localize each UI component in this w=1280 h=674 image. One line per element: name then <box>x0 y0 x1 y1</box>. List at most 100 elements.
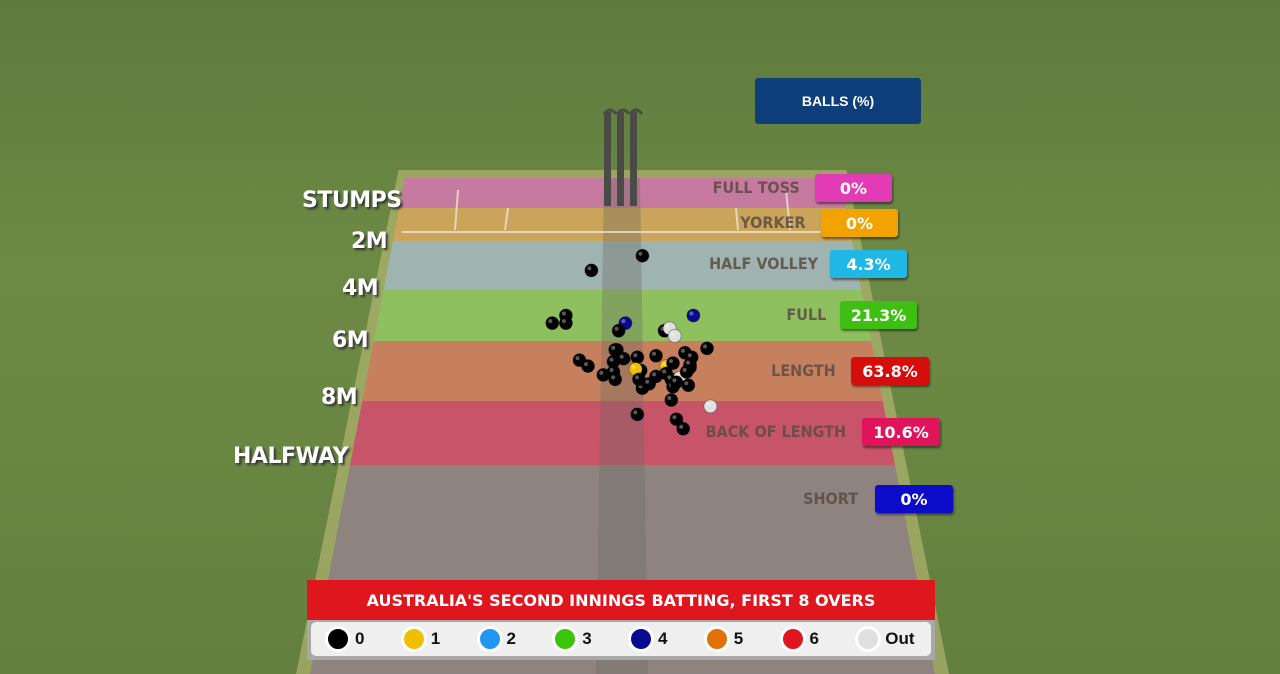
legend-swatch-icon <box>628 626 654 652</box>
zone-label-yorker: YORKER <box>740 213 806 232</box>
crease-line <box>735 207 739 231</box>
zone-pct-yorker: 0% <box>821 209 898 237</box>
ball-run-0 <box>611 323 626 338</box>
ball-run-0 <box>630 407 645 422</box>
ball-run-0 <box>608 372 623 387</box>
ball-shine <box>614 326 619 331</box>
zone-band-2 <box>383 241 862 290</box>
ball-shine <box>635 375 639 380</box>
ball-shine <box>633 353 638 358</box>
zone-label-short: SHORT <box>803 489 858 508</box>
ball-run-0 <box>616 351 631 366</box>
zone-label-length: LENGTH <box>771 361 836 380</box>
legend-label: 5 <box>733 629 744 648</box>
ball-shine <box>619 354 624 359</box>
legend-swatch-icon <box>400 626 427 652</box>
ball-shine <box>672 415 677 420</box>
legend-item: 2 <box>476 626 553 652</box>
ball-run-0 <box>581 359 595 374</box>
ball-shine <box>689 311 694 316</box>
crease-line <box>454 189 459 231</box>
ball-shine <box>575 356 580 361</box>
ball-shine <box>638 251 643 256</box>
zone-pct-full: 21.3% <box>840 301 917 329</box>
ball-shine <box>669 359 673 364</box>
balls-percent-header: BALLS (%) <box>755 78 921 124</box>
legend-label: 6 <box>809 629 819 648</box>
ball-out <box>667 328 682 343</box>
zone-pct-back-of-length: 10.6% <box>862 418 940 446</box>
ball-run-0 <box>700 341 714 356</box>
stump <box>617 112 624 206</box>
ball-out <box>703 399 718 414</box>
ball-shine <box>584 362 588 367</box>
ball-shine <box>611 345 616 350</box>
legend-label: 4 <box>658 629 668 648</box>
ball-shine <box>687 353 692 358</box>
ball-shine <box>703 344 707 349</box>
ball-run-0 <box>681 378 696 393</box>
ball-shine <box>680 348 685 353</box>
legend-item: 4 <box>628 626 704 652</box>
ball-shine <box>645 379 650 384</box>
zone-pct-half-volley: 4.3% <box>830 250 907 278</box>
legend-item: 5 <box>703 626 780 652</box>
zone-pct-short: 0% <box>875 485 953 513</box>
ball-shine <box>561 311 566 316</box>
zone-band-4 <box>362 341 883 401</box>
zone-band-5 <box>350 401 895 465</box>
marker-8m: 8M <box>321 385 358 410</box>
marker-2m: 2M <box>351 229 388 254</box>
ball-shine <box>670 331 675 336</box>
ball-shine <box>652 351 656 356</box>
chart-title: AUSTRALIA'S SECOND INNINGS BATTING, FIRS… <box>307 580 935 620</box>
ball-shine <box>665 324 670 329</box>
zone-label-full: FULL <box>786 305 826 324</box>
ball-run-0 <box>635 248 650 263</box>
legend-item: 6 <box>779 626 856 652</box>
ball-run-0 <box>558 316 573 331</box>
legend-swatch-icon <box>703 626 730 652</box>
marker-stumps: STUMPS <box>302 188 402 213</box>
zone-pct-length: 63.8% <box>851 357 929 385</box>
zone-label-full-toss: FULL TOSS <box>712 178 800 197</box>
legend-label: 0 <box>355 629 365 648</box>
ball-shine <box>609 367 614 372</box>
ball-run-0 <box>630 350 645 365</box>
legend-swatch-icon <box>476 626 503 652</box>
legend: 0 1 2 3 4 5 6 Out <box>307 620 935 660</box>
legend-label: 2 <box>506 629 516 648</box>
ball-shine <box>561 319 566 324</box>
stump <box>630 112 637 206</box>
ball-run-0 <box>676 421 691 436</box>
ball-shine <box>621 319 626 324</box>
ball-run-4 <box>686 308 701 323</box>
ball-shine <box>652 372 656 377</box>
ball-shine <box>667 375 672 380</box>
ball-shine <box>667 396 672 400</box>
legend-label: Out <box>885 629 915 648</box>
marker-6m: 6M <box>332 328 369 353</box>
ball-shine <box>599 370 604 375</box>
ball-shine <box>672 378 677 383</box>
zone-label-back-of-length: BACK OF LENGTH <box>705 422 846 441</box>
ball-shine <box>631 365 636 370</box>
ball-shine <box>548 319 553 324</box>
ball-run-0 <box>669 412 684 427</box>
legend-item: Out <box>855 626 931 652</box>
legend-item: 1 <box>400 626 477 652</box>
legend-label: 3 <box>582 629 592 648</box>
ball-run-0 <box>649 369 663 384</box>
stump <box>604 112 611 206</box>
zone-pct-full-toss: 0% <box>815 174 892 202</box>
crease-line <box>504 207 509 231</box>
ball-run-0 <box>584 263 599 278</box>
ball-shine <box>679 424 684 429</box>
crease-line <box>785 189 791 231</box>
ball-shine <box>682 367 687 372</box>
ball-shine <box>609 357 614 362</box>
marker-4m: 4M <box>342 276 379 301</box>
legend-swatch-icon <box>855 626 882 652</box>
legend-item: 0 <box>325 626 401 652</box>
